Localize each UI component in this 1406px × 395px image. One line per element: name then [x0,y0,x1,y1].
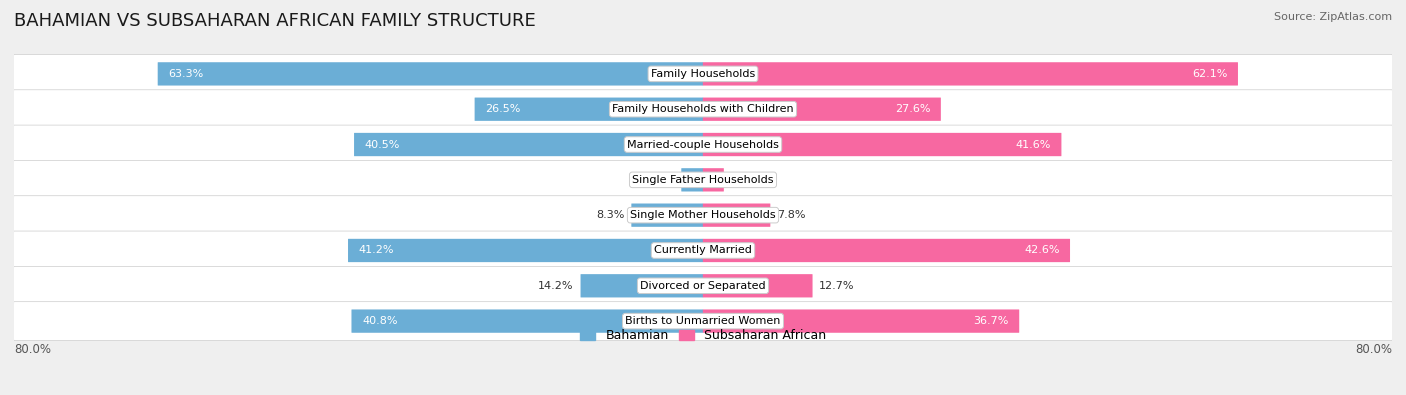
Text: 63.3%: 63.3% [169,69,204,79]
Text: Single Mother Households: Single Mother Households [630,210,776,220]
FancyBboxPatch shape [703,274,813,297]
Text: Currently Married: Currently Married [654,245,752,256]
Text: 40.8%: 40.8% [361,316,398,326]
Text: 41.2%: 41.2% [359,245,394,256]
Text: Family Households: Family Households [651,69,755,79]
FancyBboxPatch shape [682,168,703,192]
Text: Births to Unmarried Women: Births to Unmarried Women [626,316,780,326]
Text: 80.0%: 80.0% [1355,343,1392,356]
Text: 62.1%: 62.1% [1192,69,1227,79]
Text: 8.3%: 8.3% [596,210,624,220]
Text: Source: ZipAtlas.com: Source: ZipAtlas.com [1274,12,1392,22]
FancyBboxPatch shape [14,125,1392,164]
Text: 42.6%: 42.6% [1024,245,1060,256]
Text: 2.5%: 2.5% [647,175,675,185]
FancyBboxPatch shape [354,133,703,156]
FancyBboxPatch shape [703,62,1237,86]
Text: Single Father Households: Single Father Households [633,175,773,185]
Legend: Bahamian, Subsaharan African: Bahamian, Subsaharan African [575,324,831,347]
FancyBboxPatch shape [703,239,1070,262]
FancyBboxPatch shape [581,274,703,297]
Text: 12.7%: 12.7% [820,281,855,291]
FancyBboxPatch shape [14,160,1392,199]
Text: Married-couple Households: Married-couple Households [627,139,779,150]
FancyBboxPatch shape [703,98,941,121]
Text: 80.0%: 80.0% [14,343,51,356]
Text: 27.6%: 27.6% [894,104,931,114]
Text: 40.5%: 40.5% [364,139,399,150]
Text: 36.7%: 36.7% [973,316,1008,326]
Text: Divorced or Separated: Divorced or Separated [640,281,766,291]
Text: BAHAMIAN VS SUBSAHARAN AFRICAN FAMILY STRUCTURE: BAHAMIAN VS SUBSAHARAN AFRICAN FAMILY ST… [14,12,536,30]
FancyBboxPatch shape [631,203,703,227]
FancyBboxPatch shape [14,55,1392,93]
Text: 26.5%: 26.5% [485,104,520,114]
FancyBboxPatch shape [14,90,1392,129]
FancyBboxPatch shape [14,266,1392,305]
Text: Family Households with Children: Family Households with Children [612,104,794,114]
FancyBboxPatch shape [703,309,1019,333]
FancyBboxPatch shape [14,302,1392,340]
FancyBboxPatch shape [14,196,1392,235]
FancyBboxPatch shape [157,62,703,86]
Text: 7.8%: 7.8% [778,210,806,220]
Text: 41.6%: 41.6% [1015,139,1050,150]
FancyBboxPatch shape [352,309,703,333]
Text: 14.2%: 14.2% [538,281,574,291]
FancyBboxPatch shape [703,203,770,227]
FancyBboxPatch shape [349,239,703,262]
FancyBboxPatch shape [14,231,1392,270]
FancyBboxPatch shape [475,98,703,121]
FancyBboxPatch shape [703,168,724,192]
FancyBboxPatch shape [703,133,1062,156]
Text: 2.4%: 2.4% [731,175,759,185]
